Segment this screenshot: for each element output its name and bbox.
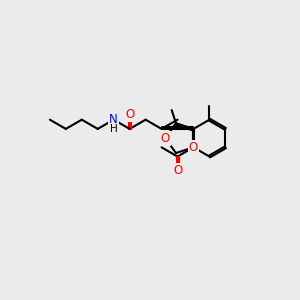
Text: O: O: [173, 164, 182, 177]
Text: O: O: [189, 141, 198, 154]
Text: O: O: [125, 108, 134, 121]
Text: H: H: [110, 124, 118, 134]
Text: N: N: [109, 113, 118, 126]
Text: O: O: [160, 132, 170, 145]
